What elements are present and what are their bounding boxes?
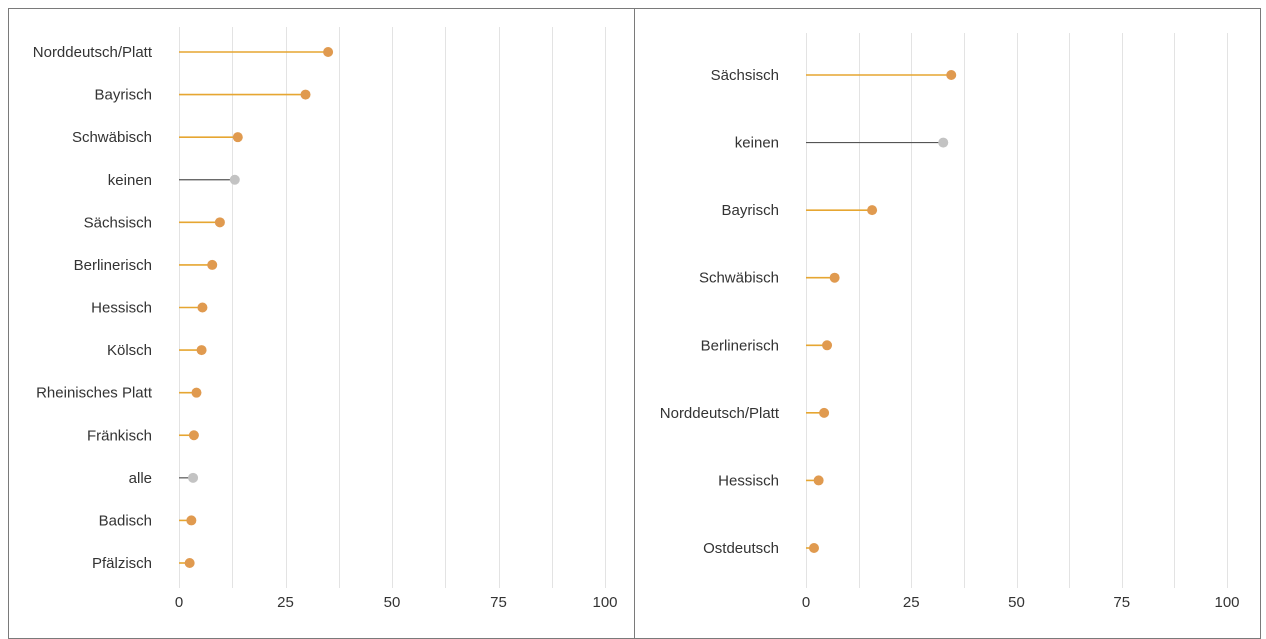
- category-label: Norddeutsch/Platt: [660, 405, 780, 422]
- x-tick-label: 25: [277, 594, 294, 611]
- category-label: Ostdeutsch: [703, 540, 779, 557]
- category-label: Norddeutsch/Platt: [33, 44, 153, 61]
- lollipop-point: [186, 515, 197, 526]
- lollipop-point: [808, 543, 819, 553]
- lollipop-point: [229, 174, 240, 185]
- lollipop-point: [323, 47, 334, 57]
- x-tick-label: 100: [592, 594, 617, 611]
- x-tick-label: 100: [1214, 594, 1239, 611]
- category-label: Kölsch: [107, 342, 152, 359]
- lollipop-point: [946, 70, 957, 80]
- lollipop-point: [207, 259, 218, 270]
- x-tick-label: 75: [1113, 594, 1130, 611]
- lollipop-point: [300, 89, 311, 100]
- lollipop-point: [938, 137, 949, 148]
- category-label: Fränkisch: [87, 427, 152, 444]
- category-label: alle: [129, 470, 152, 487]
- lollipop-point: [232, 132, 243, 143]
- lollipop-point: [867, 205, 878, 216]
- category-label: Berlinerisch: [701, 337, 779, 354]
- lollipop-point: [184, 558, 195, 568]
- lollipop-point: [191, 387, 202, 398]
- chart-panel-right: 0 25 50 75 100 Sächsisch keinen Bayrisch Schwäbi…: [634, 8, 1261, 639]
- category-label: Sächsisch: [711, 67, 779, 84]
- category-label: Berlinerisch: [74, 257, 152, 274]
- category-label: Pfälzisch: [92, 555, 152, 572]
- lollipop-point: [829, 272, 840, 283]
- x-tick-label: 0: [802, 594, 810, 611]
- category-label: keinen: [735, 135, 779, 152]
- category-label: Rheinisches Platt: [36, 385, 153, 402]
- lollipop-point: [813, 475, 824, 486]
- x-tick-label: 50: [1008, 594, 1025, 611]
- category-label: keinen: [108, 172, 152, 189]
- category-label: Bayrisch: [721, 202, 779, 219]
- lollipop-point: [214, 217, 225, 228]
- category-label: Schwäbisch: [699, 270, 779, 287]
- category-label: Hessisch: [91, 300, 152, 317]
- x-tick-label: 0: [175, 594, 183, 611]
- category-label: Bayrisch: [94, 87, 152, 104]
- category-label: Hessisch: [718, 472, 779, 489]
- lollipop-point: [188, 472, 199, 483]
- category-label: Badisch: [99, 512, 152, 529]
- x-tick-label: 75: [490, 594, 507, 611]
- lollipop-point: [197, 302, 208, 313]
- lollipop-point: [819, 407, 830, 418]
- x-tick-label: 50: [384, 594, 401, 611]
- lollipop-point: [822, 340, 833, 351]
- category-label: Sächsisch: [84, 214, 152, 231]
- category-label: Schwäbisch: [72, 129, 152, 146]
- lollipop-point: [196, 345, 207, 356]
- lollipop-point: [188, 430, 199, 441]
- x-tick-label: 25: [903, 594, 920, 611]
- chart-panel-left: 0 25 50 75 100 Norddeutsch/Platt Bayrisch Schwä…: [8, 8, 635, 639]
